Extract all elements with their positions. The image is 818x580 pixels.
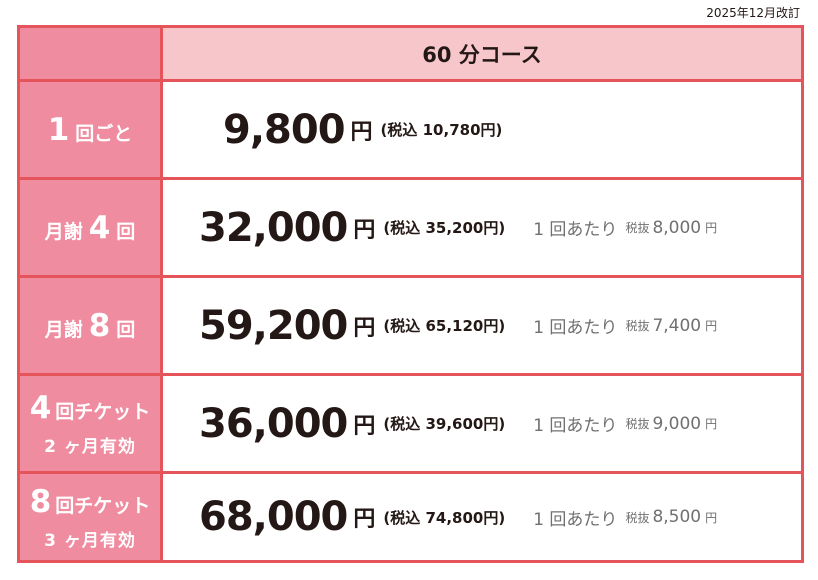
price: 36,000 [199, 400, 348, 447]
per-session-price: 9,000 [652, 413, 702, 434]
row-label-per-session: 1 回ごと [20, 82, 160, 177]
price-table: 60 分コース 1 回ごと 9,800 円 (税込 10,780円) 月謝 4 … [17, 25, 804, 563]
price: 59,200 [199, 302, 348, 349]
row-label-number: 4 [88, 209, 111, 246]
row-content-monthly-4: 32,000 円 (税込 35,200円) 1 回あたり 税抜 8,000 円 [163, 180, 801, 275]
tax-included: (税込 39,600円) [383, 415, 506, 433]
row-content-ticket-4: 36,000 円 (税込 39,600円) 1 回あたり 税抜 9,000 円 [163, 376, 801, 471]
per-session-tax-label: 税抜 [625, 319, 650, 333]
row-content-monthly-8: 59,200 円 (税込 65,120円) 1 回あたり 税抜 7,400 円 [163, 278, 801, 373]
validity-period: 2 ヶ月有効 [44, 437, 136, 457]
row-label-monthly-8: 月謝 8 回 [20, 278, 160, 373]
row-label-number: 4 [29, 390, 52, 426]
per-session-price: 7,400 [652, 315, 702, 336]
row-label-text: 回 [116, 318, 136, 341]
row-label-ticket-8: 8 回チケット 3 ヶ月有効 [20, 474, 160, 560]
per-session-label: 1 回あたり [533, 509, 618, 530]
price: 32,000 [199, 204, 348, 251]
per-session-price: 8,500 [652, 507, 702, 527]
row-label-number: 1 [47, 111, 70, 148]
corner-cell [20, 28, 160, 79]
row-label-number: 8 [29, 483, 52, 520]
per-session-label: 1 回あたり [533, 220, 618, 240]
price: 68,000 [199, 494, 348, 540]
row-label-text: 回チケット [55, 401, 151, 423]
per-session-price: 8,000 [652, 217, 702, 238]
per-session-tax-label: 税抜 [625, 417, 650, 431]
per-session-yen: 円 [705, 510, 718, 525]
row-label-text: 回ごと [75, 122, 133, 145]
per-session-tax-label: 税抜 [625, 221, 650, 235]
row-label-text: 回チケット [55, 494, 151, 517]
price-yen: 円 [350, 119, 373, 145]
per-session-label: 1 回あたり [533, 416, 618, 436]
course-header: 60 分コース [163, 28, 801, 79]
row-content-per-session: 9,800 円 (税込 10,780円) [163, 82, 801, 177]
price-yen: 円 [353, 217, 376, 243]
per-session-yen: 円 [705, 417, 718, 431]
tax-included: (税込 35,200円) [383, 219, 506, 237]
row-label-number: 8 [88, 307, 111, 344]
price: 9,800 [223, 106, 346, 153]
row-label-prefix: 月謝 [44, 220, 83, 243]
revision-date: 2025年12月改訂 [706, 6, 800, 20]
price-yen: 円 [353, 315, 376, 341]
price-yen: 円 [353, 507, 376, 532]
row-label-monthly-4: 月謝 4 回 [20, 180, 160, 275]
per-session-tax-label: 税抜 [625, 510, 650, 525]
per-session-yen: 円 [705, 319, 718, 333]
row-label-text: 回 [116, 220, 136, 243]
validity-period: 3 ヶ月有効 [44, 530, 136, 551]
tax-included: (税込 74,800円) [383, 508, 506, 527]
per-session-yen: 円 [705, 221, 718, 235]
per-session-label: 1 回あたり [533, 318, 618, 338]
tax-included: (税込 10,780円) [380, 121, 503, 139]
row-label-prefix: 月謝 [44, 318, 83, 341]
price-yen: 円 [353, 413, 376, 439]
row-label-ticket-4: 4 回チケット 2 ヶ月有効 [20, 376, 160, 471]
tax-included: (税込 65,120円) [383, 317, 506, 335]
row-content-ticket-8: 68,000 円 (税込 74,800円) 1 回あたり 税抜 8,500 円 [163, 474, 801, 560]
